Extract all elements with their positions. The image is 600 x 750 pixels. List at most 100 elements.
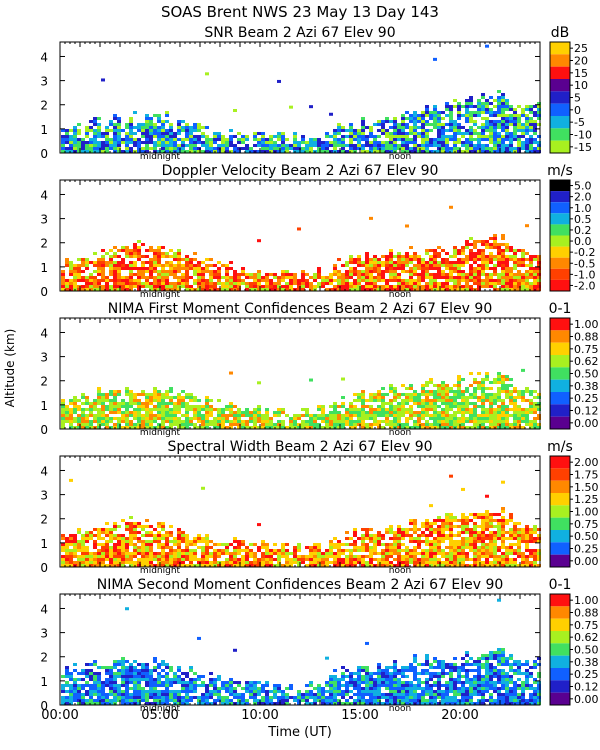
- data-cell: [509, 141, 513, 144]
- data-cell: [473, 282, 477, 285]
- data-cell: [361, 129, 365, 132]
- data-cell: [409, 258, 413, 261]
- data-cell: [181, 561, 185, 564]
- data-cell: [497, 243, 501, 246]
- data-cell: [265, 288, 269, 291]
- data-cell: [365, 414, 369, 417]
- data-cell: [153, 555, 157, 558]
- data-cell: [453, 411, 457, 414]
- data-cell: [389, 537, 393, 540]
- data-cell: [181, 531, 185, 534]
- data-cell: [473, 144, 477, 147]
- data-cell: [493, 132, 497, 135]
- data-cell: [69, 414, 73, 417]
- data-cell: [89, 405, 93, 408]
- data-cell: [61, 147, 65, 150]
- data-cell: [189, 561, 193, 564]
- data-cell: [81, 540, 85, 543]
- data-cell: [301, 408, 305, 411]
- data-cell: [209, 147, 213, 150]
- data-cell: [469, 135, 473, 138]
- data-cell: [365, 135, 369, 138]
- data-cell: [105, 132, 109, 135]
- heatmap-cells: [61, 368, 541, 429]
- data-cell: [97, 123, 101, 126]
- data-cell: [345, 144, 349, 147]
- data-cell: [465, 138, 469, 141]
- data-cell: [213, 555, 217, 558]
- data-cell: [497, 114, 501, 117]
- data-cell: [141, 564, 145, 567]
- data-cell: [145, 270, 149, 273]
- data-cell: [517, 288, 521, 291]
- data-cell: [125, 135, 129, 138]
- data-cell: [485, 105, 489, 108]
- data-cell: [381, 147, 385, 150]
- data-cell: [237, 564, 241, 567]
- data-cell: [97, 258, 101, 261]
- data-cell: [405, 138, 409, 141]
- data-cell: [425, 282, 429, 285]
- data-cell: [161, 144, 165, 147]
- data-cell: [145, 396, 149, 399]
- data-cell: [437, 261, 441, 264]
- data-cell: [197, 150, 201, 153]
- data-cell: [113, 261, 117, 264]
- data-cell: [213, 561, 217, 564]
- data-cell: [85, 417, 89, 420]
- data-cell: [361, 132, 365, 135]
- data-cell: [149, 267, 153, 270]
- data-cell: [297, 282, 301, 285]
- data-cell: [441, 144, 445, 147]
- data-cell: [265, 420, 269, 423]
- data-cell: [429, 288, 433, 291]
- data-cell: [401, 528, 405, 531]
- data-cell: [77, 555, 81, 558]
- data-cell: [81, 426, 85, 429]
- data-cell: [93, 120, 97, 123]
- data-cell: [265, 279, 269, 282]
- data-cell: [101, 405, 105, 408]
- data-cell: [529, 405, 533, 408]
- data-cell: [257, 414, 261, 417]
- data-cell: [69, 399, 73, 402]
- data-cell: [385, 264, 389, 267]
- data-cell: [529, 150, 533, 153]
- data-cell: [69, 150, 73, 153]
- data-cell: [205, 414, 209, 417]
- data-cell: [453, 423, 457, 426]
- data-cell: [509, 249, 513, 252]
- data-cell: [153, 537, 157, 540]
- data-cell: [225, 564, 229, 567]
- data-cell: [137, 564, 141, 567]
- data-cell: [373, 534, 377, 537]
- data-cell: [185, 264, 189, 267]
- data-cell: [77, 258, 81, 261]
- data-cell: [333, 132, 337, 135]
- data-cell: [377, 120, 381, 123]
- data-cell: [497, 261, 501, 264]
- data-cell: [465, 132, 469, 135]
- data-cell: [501, 93, 505, 96]
- data-cell: [301, 273, 305, 276]
- data-cell: [537, 144, 541, 147]
- data-cell: [537, 273, 541, 276]
- data-cell: [113, 267, 117, 270]
- data-cell: [373, 543, 377, 546]
- data-cell: [349, 558, 353, 561]
- data-cell: [185, 285, 189, 288]
- data-cell: [137, 522, 141, 525]
- data-cell: [217, 150, 221, 153]
- data-cell: [221, 144, 225, 147]
- data-cell: [365, 150, 369, 153]
- data-cell: [113, 246, 117, 249]
- data-cell: [441, 126, 445, 129]
- data-cell: [125, 249, 129, 252]
- data-cell: [401, 117, 405, 120]
- data-cell: [389, 120, 393, 123]
- data-cell: [137, 138, 141, 141]
- data-cell: [81, 258, 85, 261]
- data-cell: [89, 558, 93, 561]
- data-cell: [85, 126, 89, 129]
- data-cell: [337, 558, 341, 561]
